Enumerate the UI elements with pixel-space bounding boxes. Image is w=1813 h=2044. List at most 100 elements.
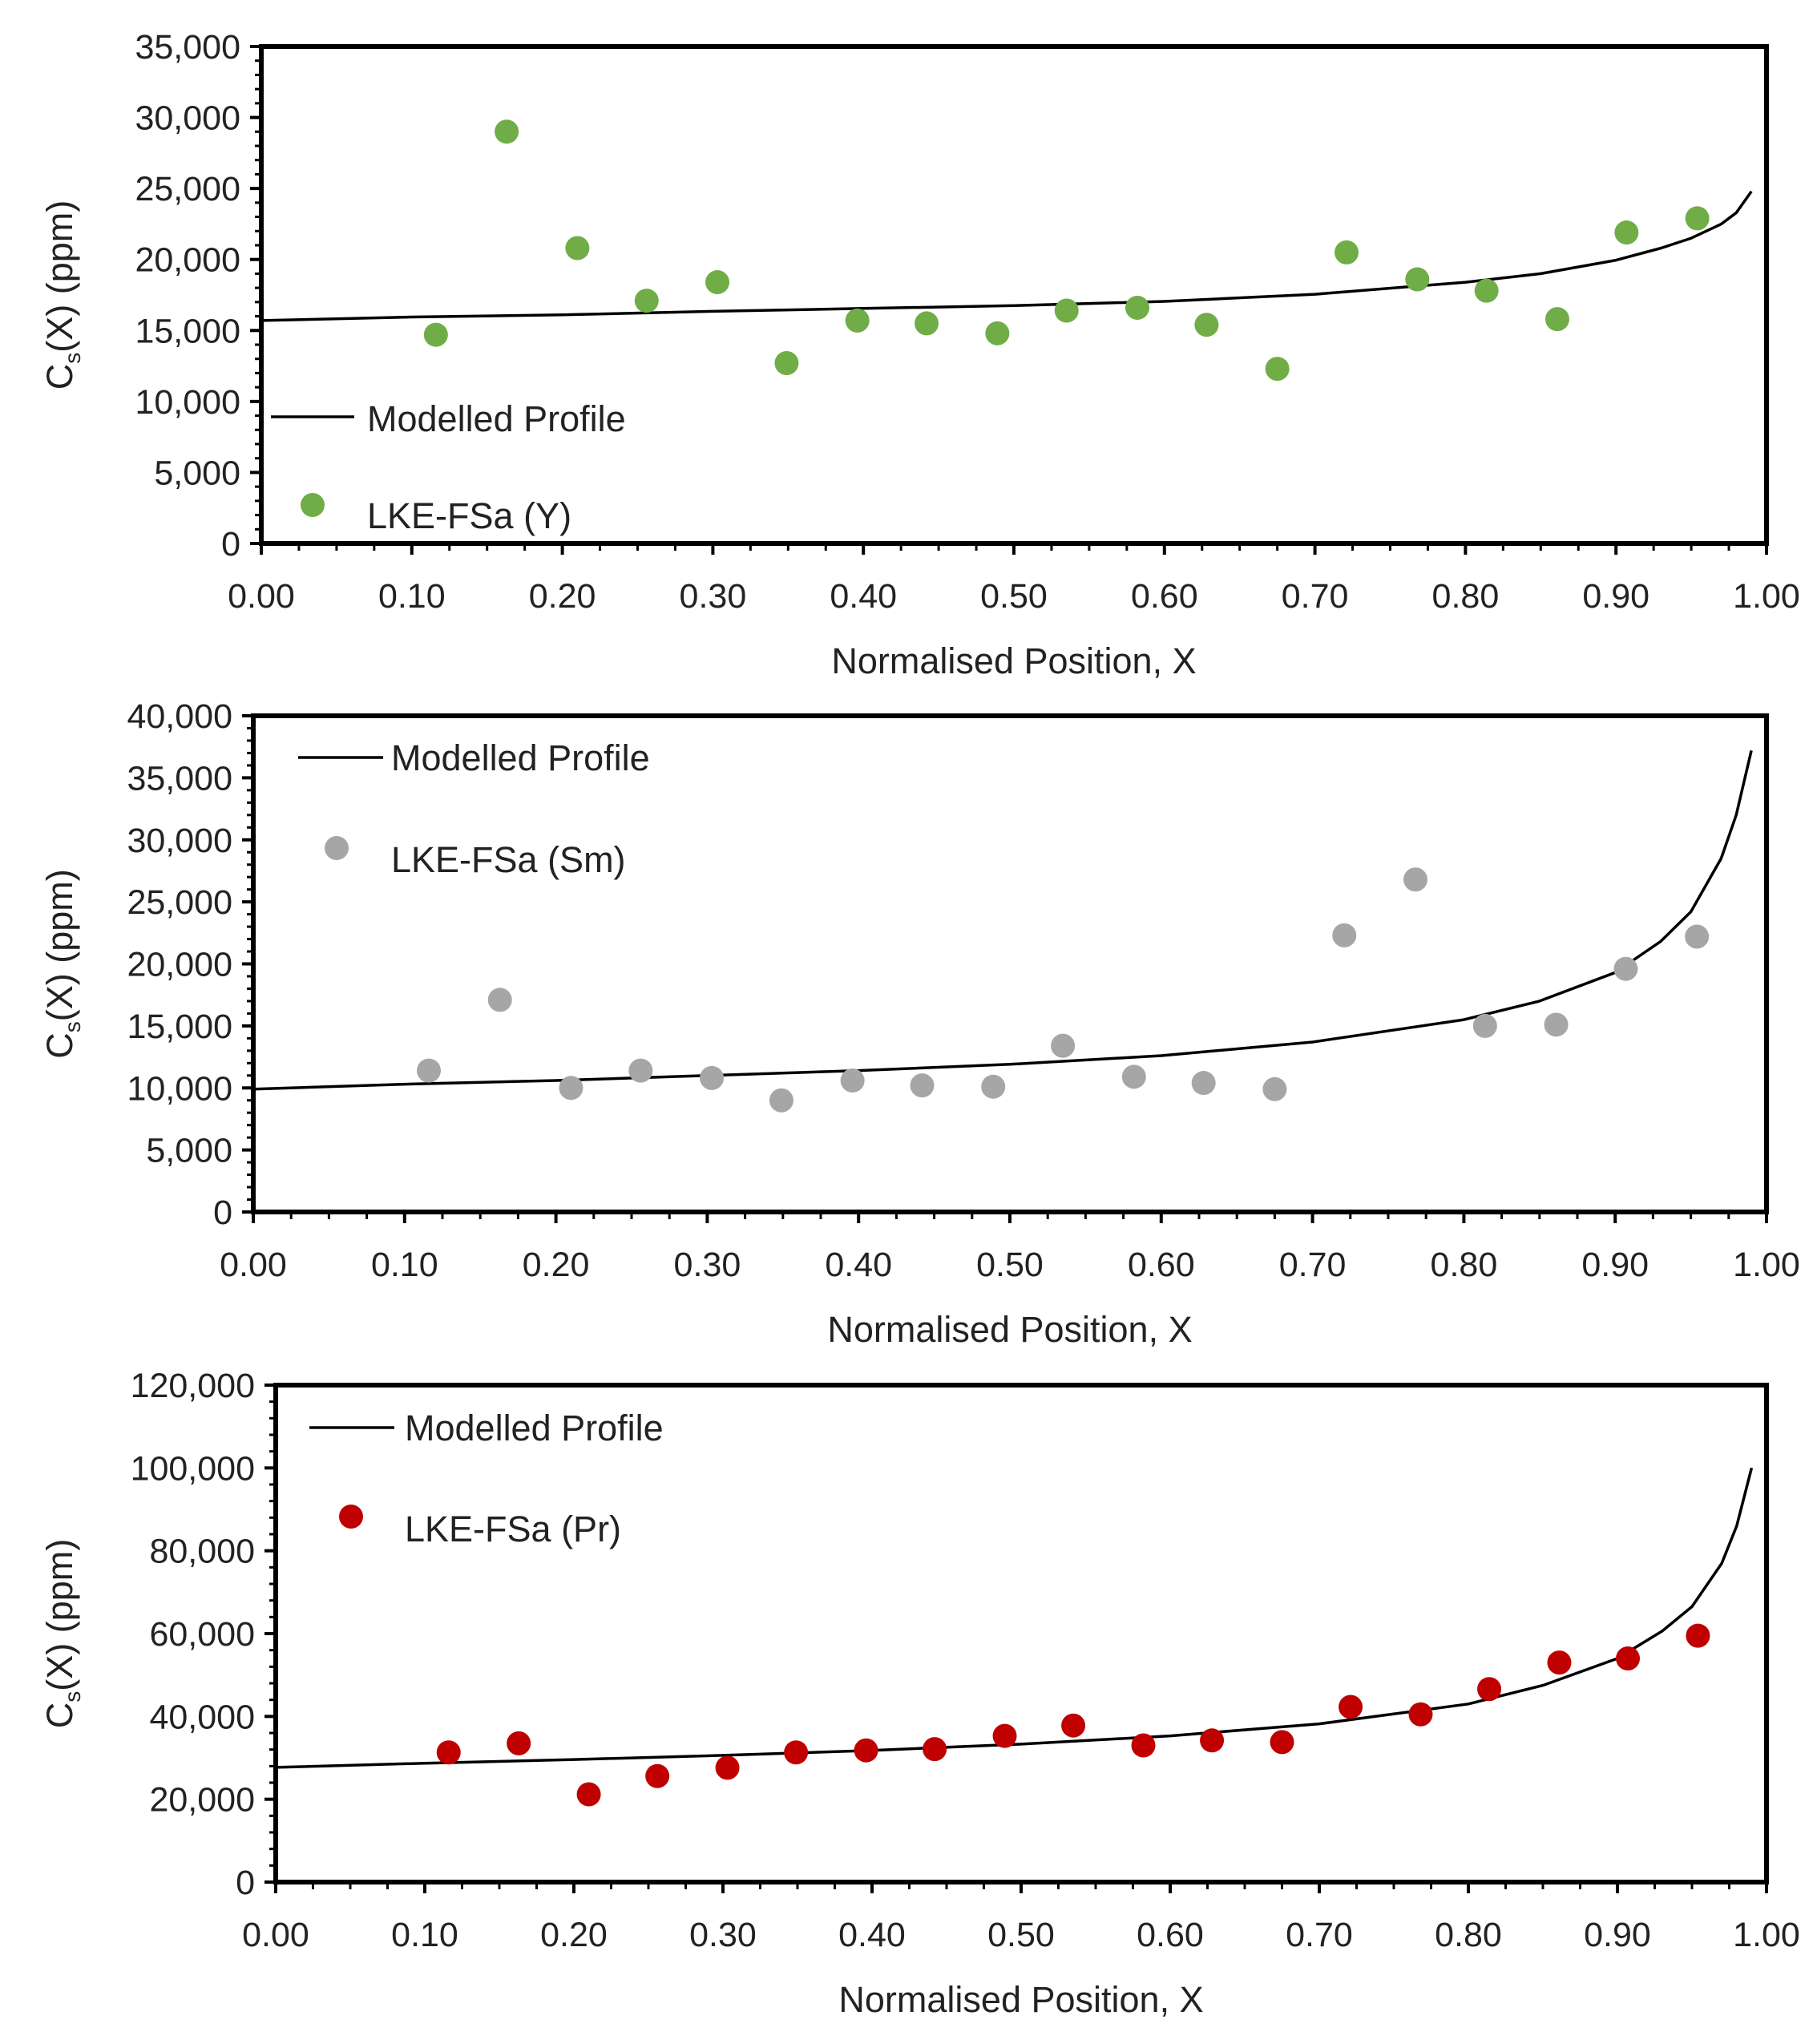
legend-label-line: Modelled Profile [367, 398, 626, 439]
chart-3: 0 20,000 40,000 60,000 80,000 100,000 120,000 0… [39, 1367, 1800, 2020]
x-tick-label: 0.60 [1128, 1246, 1195, 1284]
x-tick-label: 0.80 [1432, 577, 1500, 616]
data-point [423, 322, 448, 347]
data-point [784, 1740, 809, 1765]
y-tick-label: 30,000 [135, 99, 240, 138]
y-tick-label: 35,000 [135, 28, 240, 67]
y-axis-title-rest: (X) (ppm) [39, 200, 80, 353]
legend-label-line: Modelled Profile [405, 1408, 664, 1448]
data-point [1262, 1077, 1287, 1101]
data-point [1054, 298, 1079, 323]
y-tick-label: 10,000 [135, 383, 240, 422]
data-point [1408, 1702, 1433, 1727]
x-tick-label: 0.40 [838, 1916, 906, 1954]
y-tick-label: 0 [221, 525, 240, 564]
y-tick-label: 15,000 [135, 312, 240, 350]
data-point [634, 289, 659, 313]
data-point [985, 321, 1010, 345]
data-point [1270, 1730, 1294, 1755]
y-tick-label: 100,000 [131, 1449, 255, 1488]
y-tick-label: 0 [213, 1194, 232, 1232]
x-tick-label: 0.20 [540, 1916, 608, 1954]
legend-marker-swatch [339, 1505, 363, 1529]
data-point [1121, 1064, 1146, 1089]
data-point [1191, 1071, 1216, 1096]
y-tick-label: 5,000 [146, 1132, 232, 1170]
data-point [1544, 1012, 1569, 1037]
data-point [1613, 956, 1638, 981]
modelled-profile-line [275, 1467, 1754, 1769]
y-tick-label: 80,000 [149, 1533, 255, 1571]
data-point [700, 1065, 725, 1090]
x-tick-label: 0.90 [1584, 1916, 1651, 1954]
y-axis-title-main: C [39, 1032, 80, 1059]
data-point [645, 1763, 670, 1788]
data-point [1472, 1013, 1497, 1038]
data-point [1339, 1695, 1363, 1719]
data-point [705, 270, 730, 295]
y-axis-title: Cs(X) (ppm) [39, 200, 85, 390]
data-point [628, 1058, 653, 1083]
data-point [1403, 867, 1427, 892]
data-point [487, 988, 512, 1012]
data-point [992, 1723, 1017, 1748]
x-tick-label: 0.50 [987, 1916, 1055, 1954]
data-point [1200, 1728, 1225, 1753]
x-tick-label: 0.00 [242, 1916, 309, 1954]
data-point [1125, 295, 1149, 320]
data-point [915, 311, 939, 336]
x-tick-label: 1.00 [1733, 1916, 1800, 1954]
x-tick-label: 0.20 [523, 1246, 590, 1284]
y-axis-title: Cs(X) (ppm) [39, 869, 85, 1059]
y-tick-label: 35,000 [127, 759, 232, 798]
data-point [1686, 1623, 1710, 1648]
y-axis-title-subscript: s [60, 353, 85, 364]
y-axis-title-rest: (X) (ppm) [39, 869, 80, 1021]
y-tick-label: 25,000 [127, 883, 232, 922]
x-tick-label: 1.00 [1733, 1246, 1800, 1284]
data-point [715, 1755, 740, 1780]
x-tick-label: 0.30 [674, 1246, 741, 1284]
y-tick-label: 15,000 [127, 1008, 232, 1046]
x-tick-label: 0.00 [220, 1246, 287, 1284]
y-tick-label: 25,000 [135, 170, 240, 208]
data-point [1194, 313, 1219, 337]
data-point [1474, 278, 1499, 303]
x-tick-label: 0.40 [830, 577, 897, 616]
data-point [495, 119, 519, 144]
data-point [1544, 307, 1569, 332]
x-tick-label: 0.10 [378, 577, 446, 616]
x-tick-label: 1.00 [1733, 577, 1800, 616]
y-axis-title-main: C [39, 364, 80, 390]
legend-label-scatter: LKE-FSa (Y) [367, 495, 571, 536]
y-tick-label: 30,000 [127, 822, 232, 860]
y-tick-label: 0 [236, 1864, 255, 1902]
y-axis-title-subscript: s [60, 1021, 85, 1032]
y-tick-label: 20,000 [127, 946, 232, 984]
data-point [559, 1076, 583, 1101]
x-tick-label: 0.80 [1435, 1916, 1502, 1954]
y-tick-label: 60,000 [149, 1615, 255, 1654]
y-tick-label: 5,000 [154, 454, 240, 492]
data-point [1131, 1733, 1156, 1758]
chart-2: 0 5,000 10,000 15,000 20,000 25,000 30,000 35,0… [39, 697, 1800, 1350]
y-tick-label: 40,000 [149, 1698, 255, 1736]
data-point [1405, 267, 1430, 292]
data-point [845, 308, 870, 333]
data-point [1265, 357, 1290, 382]
y-tick-label: 20,000 [149, 1781, 255, 1820]
x-tick-label: 0.90 [1581, 1246, 1649, 1284]
x-tick-label: 0.30 [689, 1916, 757, 1954]
x-tick-label: 0.30 [680, 577, 747, 616]
y-tick-label: 10,000 [127, 1069, 232, 1108]
data-point [774, 351, 799, 376]
x-tick-label: 0.70 [1286, 1916, 1353, 1954]
legend-marker-swatch [301, 493, 325, 517]
x-tick-label: 0.60 [1131, 577, 1198, 616]
data-point [1061, 1713, 1086, 1738]
legend-label-scatter: LKE-FSa (Pr) [405, 1509, 621, 1549]
data-point [1051, 1033, 1076, 1058]
y-axis-title: Cs(X) (ppm) [39, 1539, 85, 1729]
y-axis-title-main: C [39, 1703, 80, 1729]
